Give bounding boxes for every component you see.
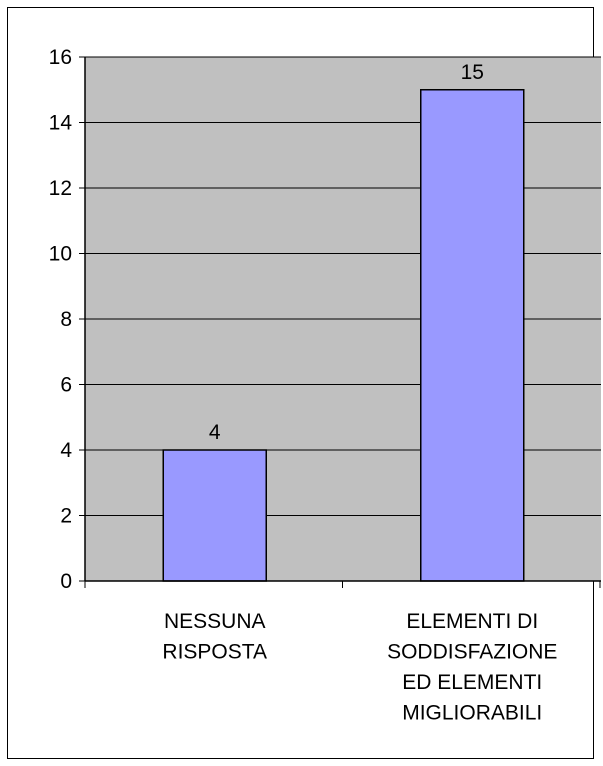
data-label: 15	[461, 61, 484, 84]
bar	[420, 89, 525, 582]
x-category-label-line: MIGLIORABILI	[402, 702, 542, 725]
x-category-label-line: ELEMENTI DI	[406, 610, 538, 633]
y-tick-label: 8	[60, 308, 72, 331]
y-tick-label: 10	[49, 243, 72, 266]
bars	[162, 89, 525, 582]
x-category-label: ELEMENTI DI SODDISFAZIONE ED ELEMENTI MIGLI…	[387, 610, 557, 725]
y-tick-label: 0	[60, 570, 72, 593]
y-tick-label: 6	[60, 374, 72, 397]
x-category-label-line: NESSUNA	[164, 610, 266, 633]
x-category-label-line: ED ELEMENTI	[402, 671, 542, 694]
y-tick-labels: 0 2 4 6 8 10 12 14 16	[49, 46, 73, 593]
x-category-label-line: SODDISFAZIONE	[387, 641, 557, 664]
axes	[79, 56, 601, 588]
x-category-label: NESSUNA RISPOSTA	[162, 610, 267, 664]
y-tick-label: 16	[49, 46, 72, 69]
y-tick-label: 14	[49, 112, 73, 135]
bar	[162, 449, 267, 582]
y-tick-label: 12	[49, 177, 72, 200]
data-label: 4	[209, 421, 221, 444]
y-tick-label: 2	[60, 505, 72, 528]
data-labels: 4 15	[209, 61, 484, 444]
y-tick-label: 4	[60, 439, 72, 462]
x-category-label-line: RISPOSTA	[162, 641, 267, 664]
